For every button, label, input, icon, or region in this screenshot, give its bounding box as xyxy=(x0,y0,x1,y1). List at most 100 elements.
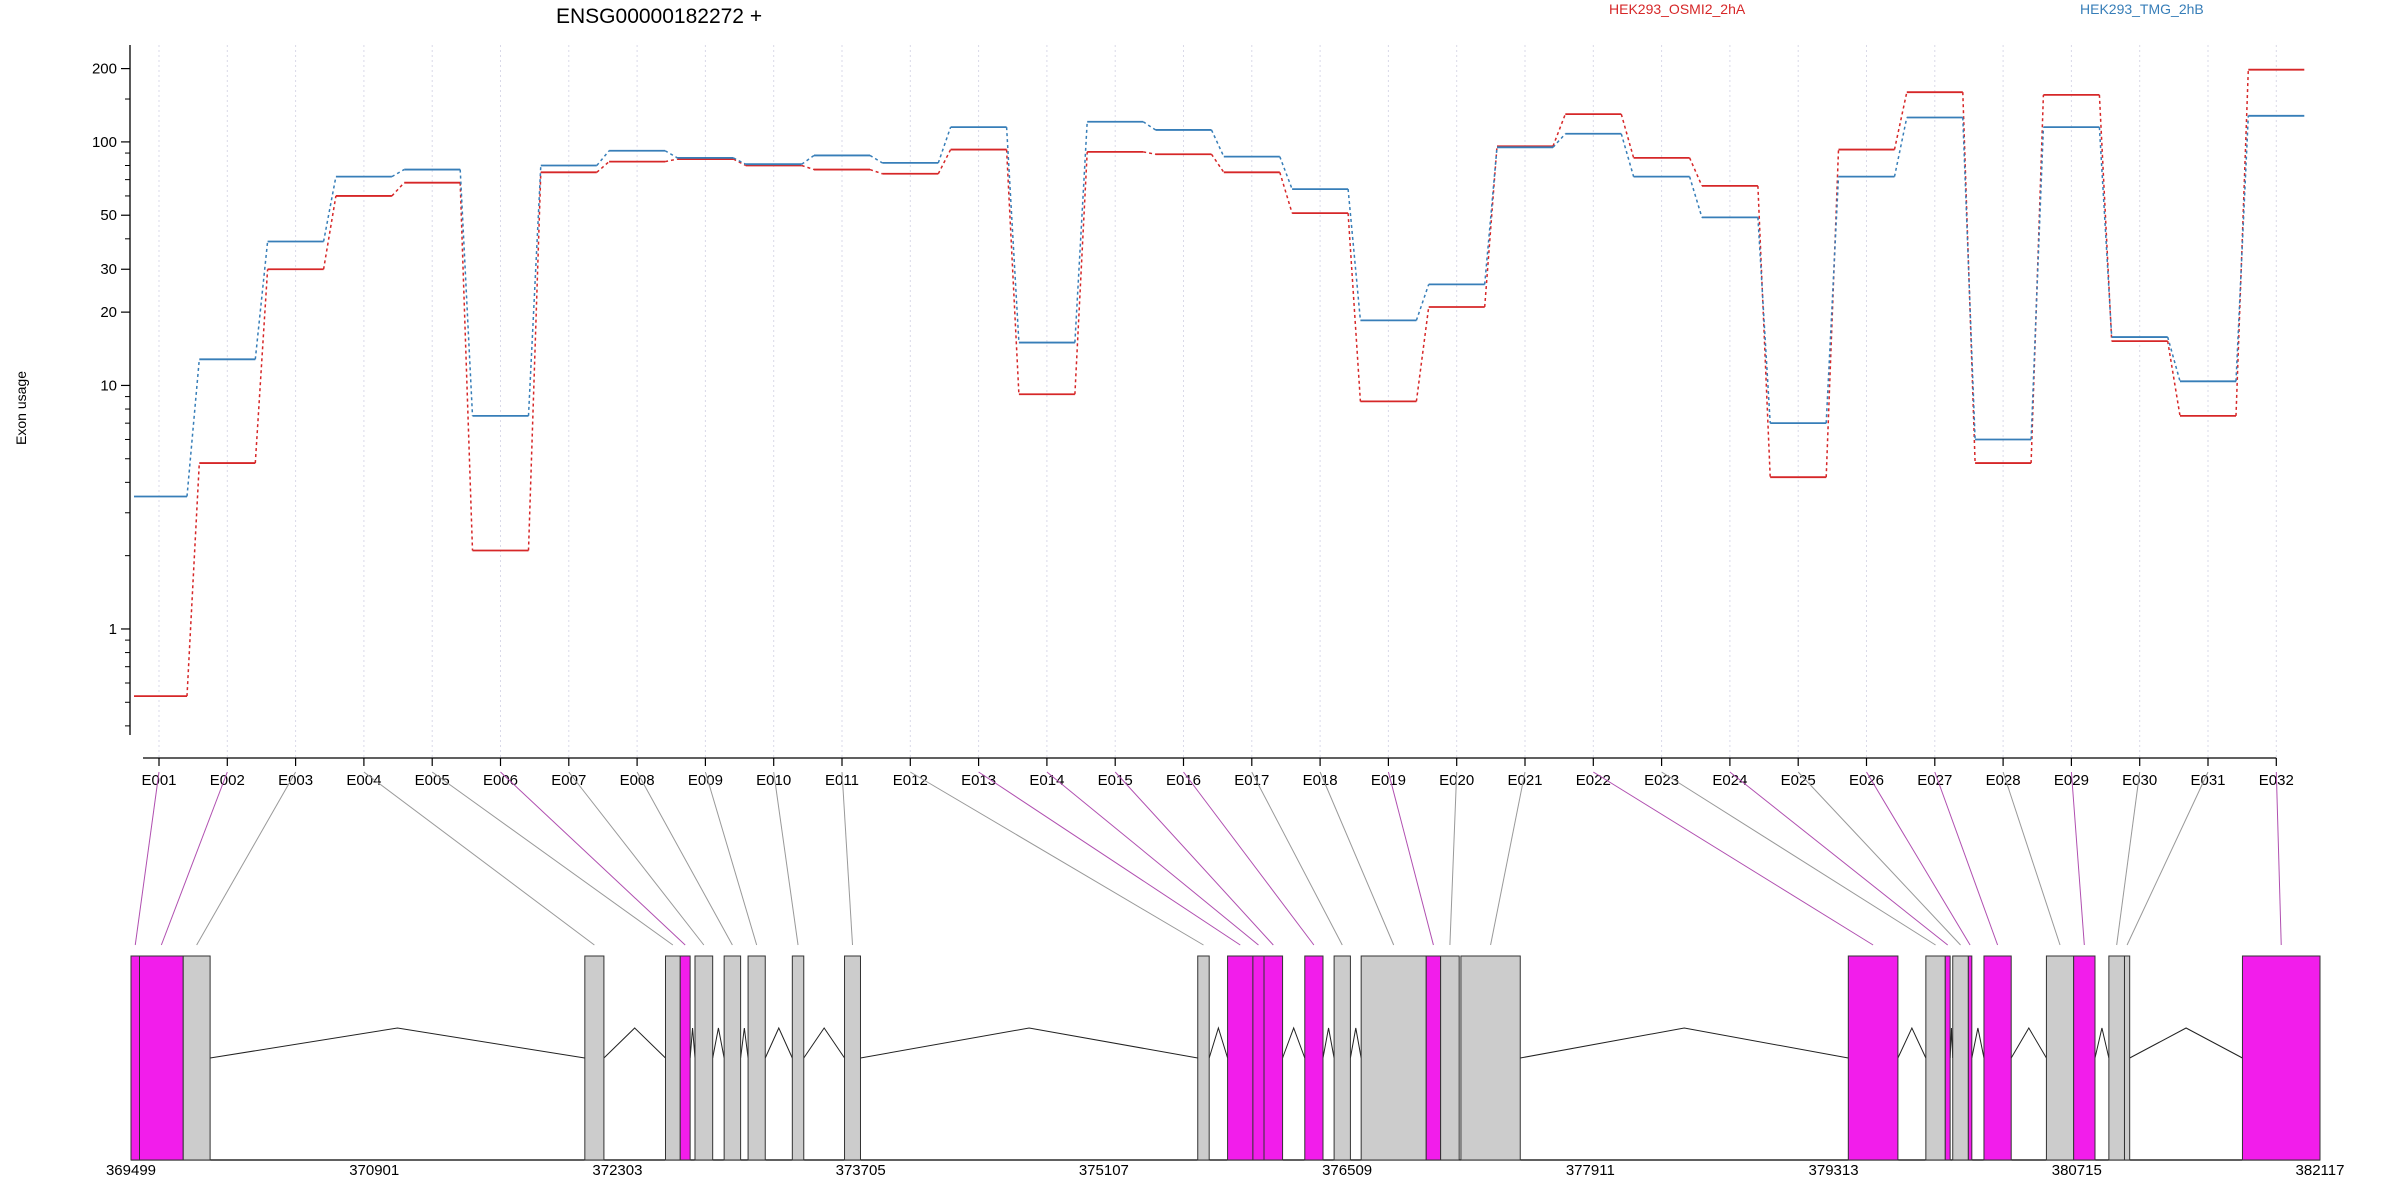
series-connector xyxy=(459,182,474,551)
x-tick-label-e025: E025 xyxy=(1781,772,1816,789)
series-connector xyxy=(1825,176,1840,424)
exon-connector xyxy=(1449,771,1458,946)
genomic-tick-label: 375107 xyxy=(1079,1162,1129,1179)
x-tick-label-e004: E004 xyxy=(346,772,381,789)
exon-connector xyxy=(1729,771,1949,946)
series-connector xyxy=(391,168,405,178)
exon-connector xyxy=(2275,771,2282,946)
exon-block xyxy=(1252,955,1265,1161)
x-tick-label-e007: E007 xyxy=(551,772,586,789)
x-tick-label-e030: E030 xyxy=(2122,772,2157,789)
exon-block xyxy=(1983,955,2012,1161)
x-tick-label-e010: E010 xyxy=(756,772,791,789)
series-connector xyxy=(1005,149,1020,395)
intron-line xyxy=(712,1027,725,1059)
y-axis-label: Exon usage xyxy=(13,371,29,445)
series-connector xyxy=(596,161,610,173)
series-connector xyxy=(2098,94,2113,342)
series-connector xyxy=(2166,341,2181,416)
grid-lines xyxy=(158,45,2277,758)
x-tick-label-e013: E013 xyxy=(961,772,996,789)
series-connector xyxy=(1347,189,1362,321)
series-lines xyxy=(134,68,2305,698)
series-connector xyxy=(733,157,747,165)
x-tick-label-e022: E022 xyxy=(1576,772,1611,789)
exon-block xyxy=(1360,955,1427,1161)
exon-connector xyxy=(704,771,758,946)
exon-block xyxy=(723,955,742,1161)
exon-connector xyxy=(1661,771,1936,946)
x-tick-label-e018: E018 xyxy=(1303,772,1338,789)
exon-connector xyxy=(1593,771,1874,946)
series-connector xyxy=(869,168,883,175)
genomic-tick-label: 376509 xyxy=(1322,1162,1372,1179)
series-connector xyxy=(527,172,542,551)
intron-line xyxy=(2129,1027,2243,1059)
exon-block xyxy=(1197,955,1210,1161)
y-tick-label: 30 xyxy=(100,261,117,278)
exon-block xyxy=(1304,955,1324,1161)
exon-connector xyxy=(1387,771,1434,946)
exon-connectors xyxy=(134,771,2282,946)
exon-connector xyxy=(363,771,595,946)
series-connector xyxy=(1074,151,1088,395)
x-tick-label-e017: E017 xyxy=(1234,772,1269,789)
exon-block xyxy=(1440,955,1460,1161)
series-connector xyxy=(801,164,815,171)
exon-block xyxy=(2123,955,2131,1161)
x-tick-label-e002: E002 xyxy=(210,772,245,789)
gene-model: 369499 370901 372303 373705 375107 376509 3779… xyxy=(106,955,2344,1179)
series-connector xyxy=(937,149,952,175)
exon-block xyxy=(1227,955,1254,1161)
series-connector xyxy=(1005,127,1020,343)
x-tick-label-e012: E012 xyxy=(893,772,928,789)
exon-block xyxy=(2045,955,2075,1161)
series-osmi2 xyxy=(134,68,2305,698)
series-connector xyxy=(733,158,747,167)
y-tick-label: 200 xyxy=(92,61,117,78)
exon-connector xyxy=(773,771,799,946)
series-connector xyxy=(391,182,405,197)
series-connector xyxy=(937,126,952,164)
exon-connector xyxy=(2116,771,2141,946)
series-connector xyxy=(1210,153,1225,173)
genomic-tick-label: 380715 xyxy=(2052,1162,2102,1179)
exon-block xyxy=(747,955,766,1161)
series-connector xyxy=(1688,176,1703,218)
exon-block xyxy=(791,955,805,1161)
exon-block xyxy=(1333,955,1351,1161)
x-tick-label-e014: E014 xyxy=(1029,772,1064,789)
y-tick-label: 10 xyxy=(100,377,117,394)
series-connector xyxy=(1210,129,1225,157)
x-tick-label-e024: E024 xyxy=(1712,772,1747,789)
intron-line xyxy=(1520,1027,1849,1059)
exon-block xyxy=(1847,955,1899,1161)
x-tick-label-e028: E028 xyxy=(1986,772,2021,789)
genomic-tick-label: 370901 xyxy=(349,1162,399,1179)
axes: 1 10 20 30 50 100 200 E001 E002 E003 E004 E005 E006 E… xyxy=(92,45,2294,789)
series-connector xyxy=(1415,284,1430,321)
series-connector xyxy=(1074,121,1088,343)
legend-entry-tmg: HEK293_TMG_2hB xyxy=(2080,1,2204,17)
exon-block xyxy=(1425,955,1442,1161)
exon-connector xyxy=(2126,771,2209,946)
series-connector xyxy=(322,195,337,270)
exon-connector xyxy=(1319,771,1395,946)
series-connector xyxy=(254,241,269,360)
x-tick-label-e005: E005 xyxy=(415,772,450,789)
series-connector xyxy=(1142,121,1156,131)
series-connector xyxy=(801,154,815,165)
exon-block xyxy=(584,955,605,1161)
genomic-tick-label: 377911 xyxy=(1566,1162,1615,1179)
x-tick-label-e003: E003 xyxy=(278,772,313,789)
genomic-tick-label: 379313 xyxy=(1809,1162,1859,1179)
series-connector xyxy=(254,269,269,464)
series-tmg xyxy=(134,114,2305,498)
intron-line xyxy=(1282,1026,1306,1059)
series-connector xyxy=(186,359,201,497)
intron-line xyxy=(740,1027,749,1059)
exon-connector xyxy=(134,771,160,946)
exon-connector xyxy=(1490,771,1526,946)
series-connector xyxy=(1415,306,1430,402)
